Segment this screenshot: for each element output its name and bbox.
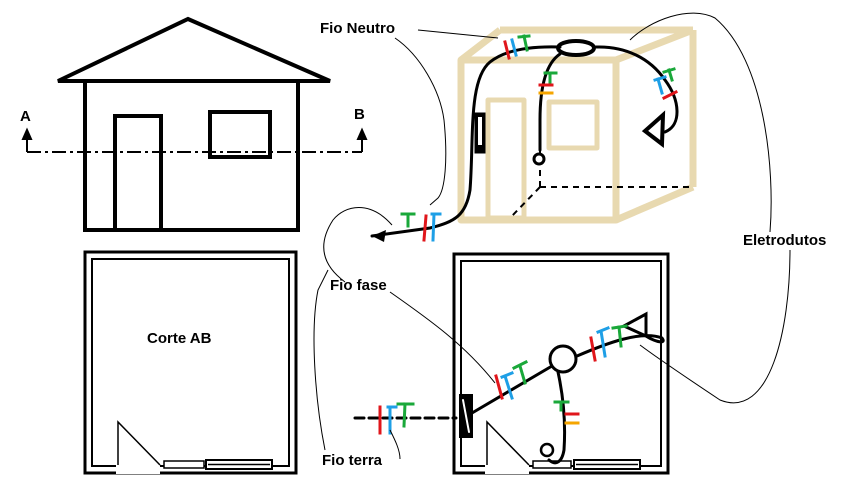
house-walls xyxy=(83,79,300,232)
mark-neutral xyxy=(653,75,667,95)
plan-door-gap xyxy=(116,464,160,474)
leader-phase xyxy=(323,207,393,283)
mark-phase xyxy=(503,40,511,60)
leader-neutral xyxy=(417,29,499,39)
room-hidden-edges xyxy=(509,150,693,219)
mark-neutral xyxy=(430,212,442,242)
mark-ground xyxy=(400,212,416,228)
mark-ground xyxy=(553,400,570,412)
room-edge-bottom-right xyxy=(614,183,695,224)
room-3d xyxy=(457,26,697,224)
plan-inner-wall xyxy=(91,258,290,467)
section-arrow-b-head xyxy=(356,127,368,140)
mark-neutral xyxy=(510,38,518,57)
leader-phase-to-plan xyxy=(389,291,496,384)
mark-neutral xyxy=(500,371,514,400)
house-roof xyxy=(57,16,331,83)
leader-ground xyxy=(313,269,329,451)
wiring-plan xyxy=(452,252,670,475)
plan-outer-wall xyxy=(83,250,298,475)
section-line xyxy=(21,127,368,153)
mark-phase xyxy=(494,374,504,400)
leader-ground-to-feed xyxy=(389,429,401,460)
conduit-light-to-switch xyxy=(547,370,567,465)
conduit-down-to-switch xyxy=(538,52,562,152)
house-facade xyxy=(57,16,331,232)
mark-neutral xyxy=(386,405,398,435)
switch-box-3d xyxy=(532,152,546,166)
panel-plan-slot xyxy=(462,399,470,433)
phase-wire-label: Fio fase xyxy=(330,277,387,294)
house-window xyxy=(208,110,272,159)
section-plan xyxy=(83,250,298,475)
plan-door-swing xyxy=(117,420,161,466)
mark-ground xyxy=(517,34,531,52)
room-edge-top-right xyxy=(614,26,695,64)
mark-phase xyxy=(422,214,428,242)
conduits-label: Eletrodutos xyxy=(743,232,827,249)
room-front-face xyxy=(457,56,620,224)
section-arrow-a-head xyxy=(21,127,33,140)
leader-neutral-to-panel xyxy=(394,37,447,206)
outlet-3d xyxy=(641,110,666,148)
room-door xyxy=(485,97,527,221)
wiring-plan-door-gap xyxy=(485,464,529,474)
plan-sill xyxy=(163,460,205,469)
section-label-a: A xyxy=(20,108,31,125)
mark-phase xyxy=(589,336,597,362)
mark-ground xyxy=(396,402,415,428)
leader-conduits-lower xyxy=(639,249,791,404)
conduit-panel-to-light xyxy=(470,364,554,415)
panel-box-3d-slot xyxy=(478,117,482,145)
mark-phase xyxy=(661,89,679,101)
outlet-plan xyxy=(620,311,648,339)
hidden-edge-floor-diag xyxy=(509,186,541,219)
plan-conduits xyxy=(353,311,665,465)
switch-plan xyxy=(539,442,555,458)
ceiling-light-plan xyxy=(548,344,578,374)
ground-wire-label: Fio terra xyxy=(322,452,383,469)
room-window xyxy=(546,99,600,151)
conduit-light-to-outlet xyxy=(575,333,665,358)
mark-ground xyxy=(511,359,529,385)
ceiling-light-box xyxy=(556,39,596,57)
wire-marks-3d xyxy=(400,34,679,242)
mark-neutral xyxy=(596,326,610,358)
neutral-wire-label: Fio Neutro xyxy=(320,20,395,37)
room-conduits xyxy=(370,39,679,238)
mark-ground xyxy=(543,71,558,84)
mark-ground xyxy=(611,324,628,348)
conduit-ceiling-to-right xyxy=(594,45,679,134)
leader-conduits xyxy=(629,12,772,233)
feed-arrow-head xyxy=(372,230,386,242)
section-label-b: B xyxy=(354,106,365,123)
section-title: Corte AB xyxy=(147,330,212,347)
conduit-main-run xyxy=(370,45,562,238)
wire-marks-plan xyxy=(378,324,628,435)
wiring-plan-door-swing xyxy=(486,420,530,466)
room-edge-top-left xyxy=(458,27,503,63)
leader-lines xyxy=(313,12,791,460)
house-door xyxy=(113,114,163,232)
mark-ground xyxy=(662,67,676,82)
wiring-plan-outer-wall xyxy=(452,252,670,475)
